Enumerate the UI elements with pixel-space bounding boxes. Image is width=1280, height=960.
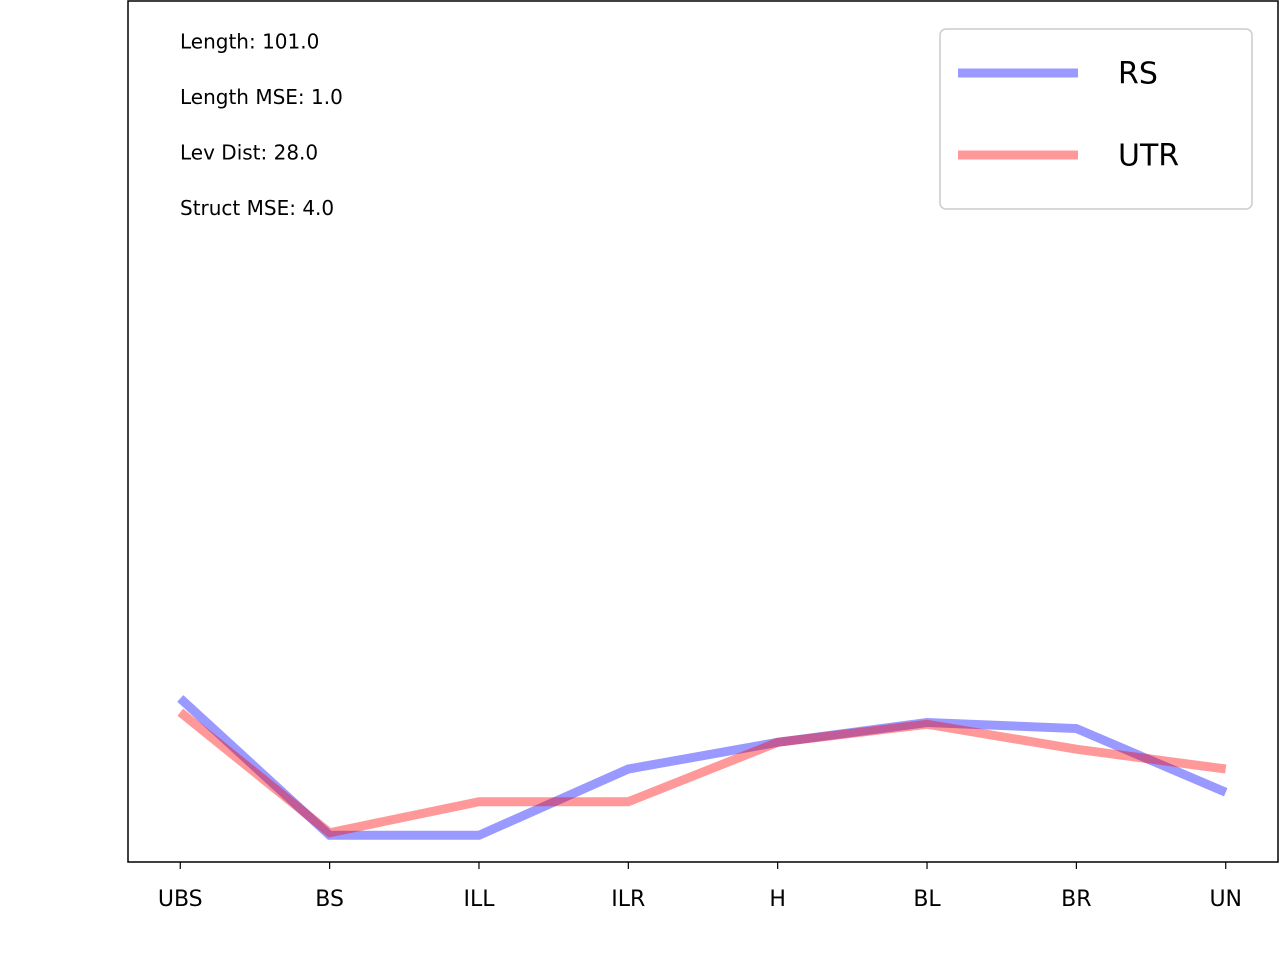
x-tick-label: BL [913, 887, 941, 912]
x-tick-label: ILL [463, 887, 495, 912]
legend-label: UTR [1118, 139, 1179, 174]
x-tick-label: UN [1209, 887, 1242, 912]
x-tick-label: BR [1061, 887, 1091, 912]
x-tick-label: BS [315, 887, 344, 912]
legend-box [939, 28, 1253, 210]
annotation: Struct MSE: 4.0 [180, 196, 334, 220]
annotation: Length MSE: 1.0 [180, 85, 343, 109]
x-tick-label: UBS [158, 887, 203, 912]
x-tick-label: ILR [611, 887, 645, 912]
annotation: Lev Dist: 28.0 [180, 141, 318, 165]
legend-label: RS [1118, 57, 1158, 92]
plot-frame [127, 0, 1279, 863]
series-line [177, 695, 1228, 840]
series-line [177, 708, 1227, 838]
x-tick-label: H [769, 887, 786, 912]
annotation: Length: 101.0 [180, 30, 319, 54]
